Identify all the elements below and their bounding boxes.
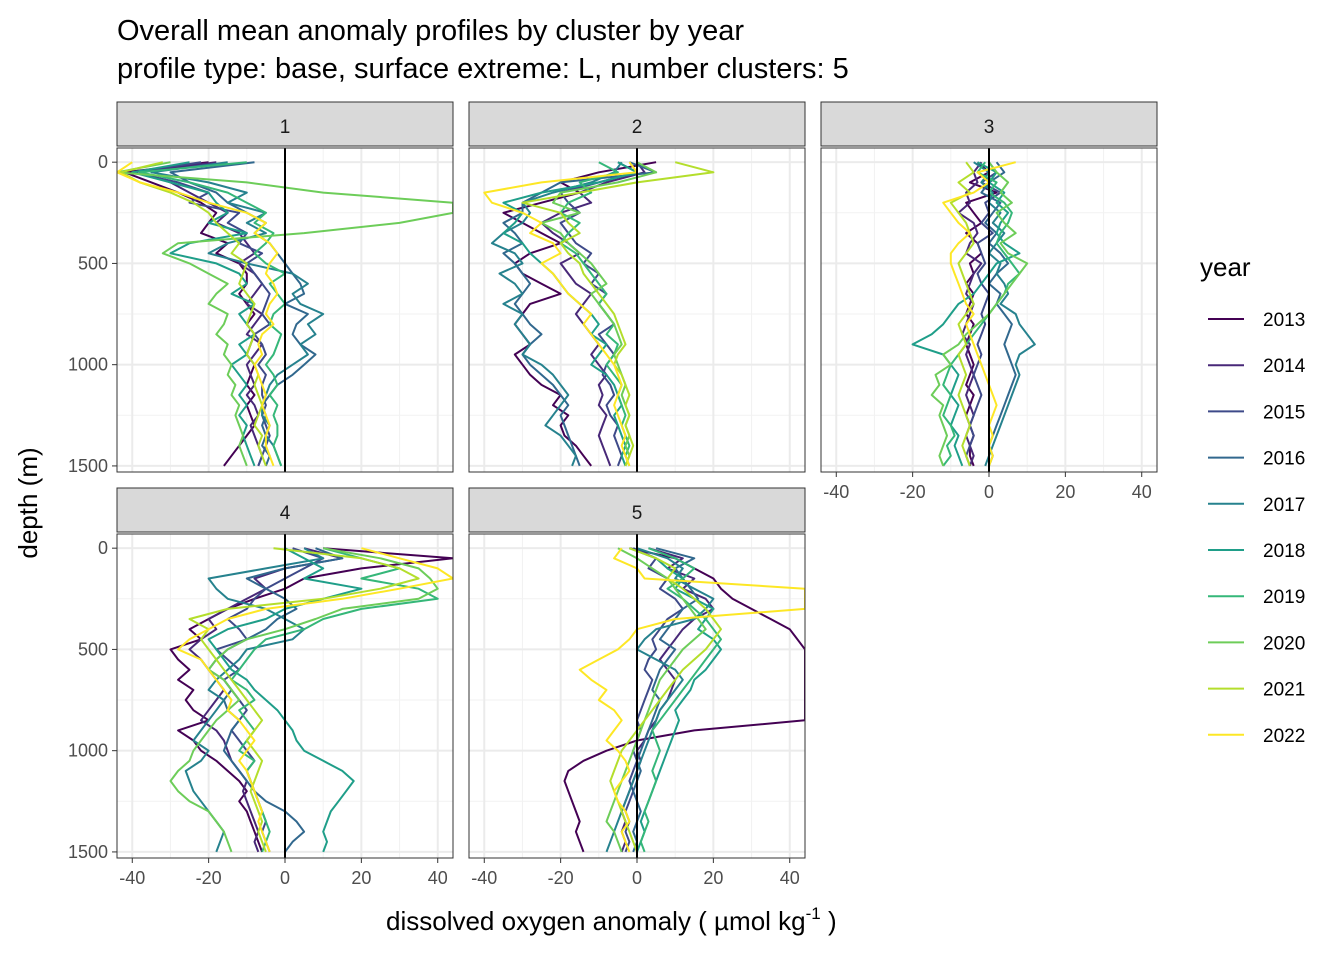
series-line-2020-panel-1	[117, 161, 453, 467]
series-line-2015-panel-5	[624, 547, 684, 853]
facet-strip-label: 2	[632, 117, 643, 138]
series-line-2021-panel-4	[188, 547, 420, 853]
facet-strip-label: 1	[280, 117, 291, 138]
x-tick-label: 0	[280, 868, 290, 888]
legend-label-2016: 2016	[1263, 449, 1305, 470]
series-line-2019-panel-1	[138, 161, 286, 467]
y-tick-label: 500	[78, 639, 108, 659]
legend-label-2013: 2013	[1263, 310, 1305, 331]
series-line-2016-panel-3	[980, 161, 1017, 467]
series-line-2022-panel-5	[578, 547, 805, 853]
facet-strip	[820, 101, 1158, 147]
series-group	[563, 547, 805, 853]
series-line-2013-panel-5	[563, 547, 805, 853]
facet-panel-4: 4	[116, 487, 454, 859]
chart-title: Overall mean anomaly profiles by cluster…	[117, 15, 744, 47]
x-tick-label: 20	[1055, 482, 1075, 502]
x-axis-title: dissolved oxygen anomaly ( µmol kg-1 )	[386, 904, 837, 936]
facet-panel-2: 2	[468, 101, 806, 473]
series-line-2017-panel-4	[184, 547, 325, 853]
x-tick-label: 20	[703, 868, 723, 888]
panels-layer: 1 2 3 4 5	[116, 101, 1158, 859]
panel-border	[116, 147, 454, 473]
panel-border	[468, 147, 806, 473]
series-line-2018-panel-1	[131, 161, 256, 467]
x-tick-label: -20	[548, 868, 574, 888]
y-tick-label: 1000	[68, 355, 108, 375]
x-tick-label: -40	[823, 482, 849, 502]
y-tick-label: 1500	[68, 842, 108, 862]
series-line-2020-panel-5	[605, 547, 707, 853]
legend-label-2022: 2022	[1263, 726, 1305, 747]
facet-strip	[116, 487, 454, 533]
legend-label-2018: 2018	[1263, 541, 1305, 562]
facet-strip-label: 3	[984, 117, 995, 138]
facet-strip-label: 5	[632, 503, 643, 524]
series-group	[483, 161, 715, 467]
x-tick-label: -20	[196, 868, 222, 888]
series-line-2022-panel-1	[117, 161, 279, 467]
x-axis-title-main: dissolved oxygen anomaly ( µmol kg	[386, 906, 806, 936]
facet-strip	[468, 101, 806, 147]
legend-label-2015: 2015	[1263, 402, 1305, 423]
x-tick-label: 40	[780, 868, 800, 888]
series-line-2017-panel-5	[605, 547, 715, 853]
legend-label-2020: 2020	[1263, 633, 1305, 654]
y-tick-label: 0	[98, 538, 108, 558]
x-tick-label: -40	[471, 868, 497, 888]
y-tick-label: 1000	[68, 741, 108, 761]
series-line-2022-panel-4	[177, 547, 453, 853]
legend-label-2019: 2019	[1263, 587, 1305, 608]
series-line-2014-panel-4	[188, 547, 344, 853]
series-line-2022-panel-2	[483, 161, 638, 467]
x-axis-title-end: )	[821, 906, 837, 936]
legend-title: year	[1200, 252, 1251, 282]
chart-subtitle: profile type: base, surface extreme: L, …	[117, 53, 849, 85]
facet-strip-label: 4	[280, 503, 291, 524]
y-tick-label: 1500	[68, 456, 108, 476]
x-tick-label: 40	[428, 868, 448, 888]
x-tick-label: -20	[900, 482, 926, 502]
x-tick-label: 20	[351, 868, 371, 888]
y-tick-label: 0	[98, 152, 108, 172]
x-tick-label: 40	[1132, 482, 1152, 502]
series-line-2021-panel-2	[521, 161, 715, 467]
series-line-2022-panel-3	[942, 161, 1016, 467]
facet-strip	[468, 487, 806, 533]
x-tick-label: 0	[632, 868, 642, 888]
facet-panel-3: 3	[820, 101, 1158, 473]
x-tick-label: -40	[119, 868, 145, 888]
series-group	[169, 547, 453, 853]
series-line-2017-panel-2	[490, 161, 623, 467]
legend-label-2021: 2021	[1263, 680, 1305, 701]
series-line-2018-panel-3	[911, 161, 1021, 467]
facet-panel-1: 1	[116, 101, 454, 473]
legend-label-2014: 2014	[1263, 356, 1306, 377]
series-group	[117, 161, 453, 467]
x-tick-label: 0	[984, 482, 994, 502]
series-line-2020-panel-4	[169, 547, 439, 853]
series-line-2021-panel-3	[949, 161, 975, 467]
series-line-2021-panel-1	[119, 161, 267, 467]
facet-panel-5: 5	[468, 487, 806, 859]
legend: year 2013 2014 2015 2016 2017 2018 2019 2020 202…	[1200, 252, 1306, 747]
y-tick-label: 500	[78, 253, 108, 273]
facet-strip	[116, 101, 454, 147]
legend-label-2017: 2017	[1263, 495, 1305, 516]
y-axis-title: depth (m)	[13, 447, 43, 558]
series-line-2013-panel-1	[123, 161, 256, 467]
series-line-2017-panel-3	[973, 161, 1036, 467]
x-axis-title-superscript: -1	[806, 904, 821, 923]
